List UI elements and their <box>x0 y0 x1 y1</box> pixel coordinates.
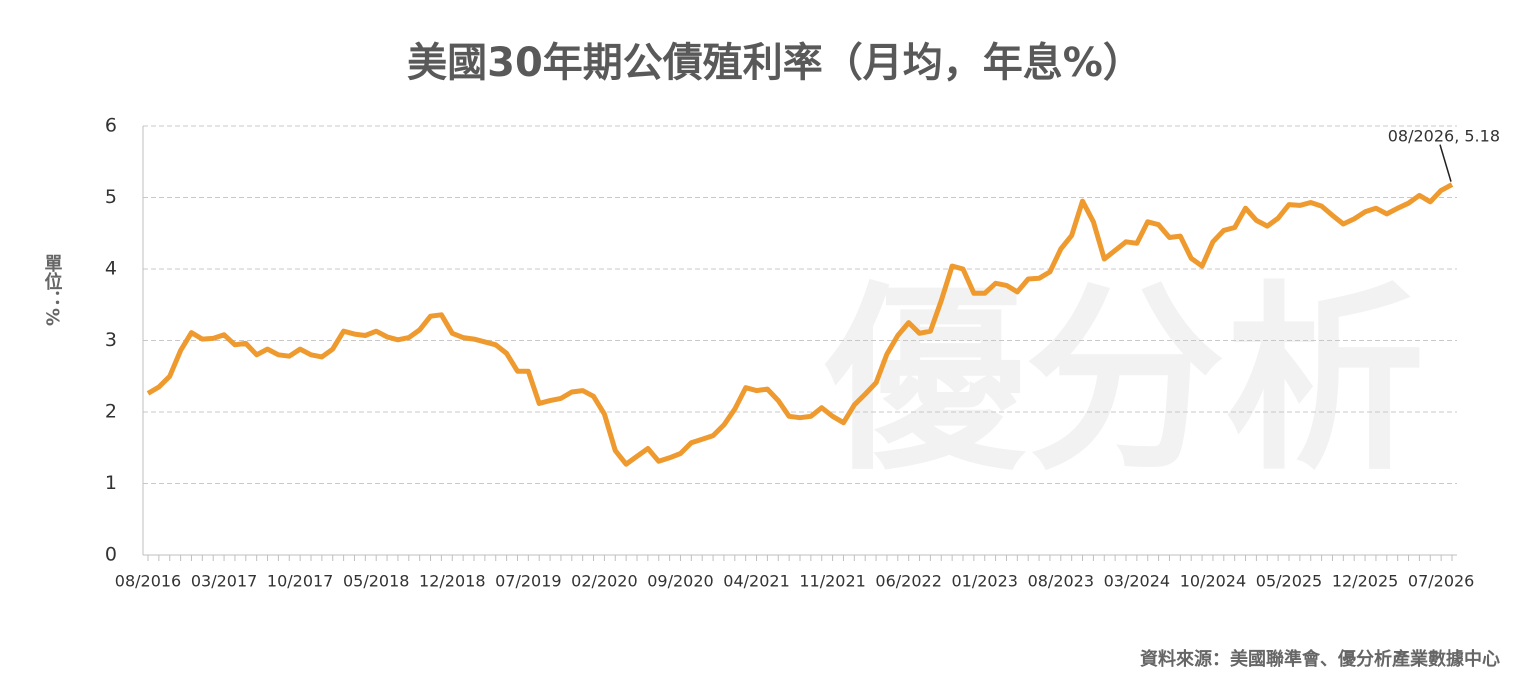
x-tick-label: 01/2023 <box>951 572 1017 591</box>
y-tick-label: 0 <box>105 544 117 566</box>
x-tick-label: 04/2021 <box>723 572 789 591</box>
y-tick-label: 4 <box>105 258 117 280</box>
watermark: 優分析 <box>824 265 1425 498</box>
source: 資料來源：美國聯準會、優分析產業數據中心 <box>1140 648 1500 670</box>
y-tick-label: 6 <box>105 115 117 137</box>
annotation-leader <box>1439 144 1452 182</box>
x-tick-label: 05/2025 <box>1256 572 1322 591</box>
y-tick-label: 1 <box>105 472 117 494</box>
x-tick-label: 12/2018 <box>419 572 485 591</box>
x-tick-label: 12/2025 <box>1332 572 1398 591</box>
y-tick-label: 3 <box>105 329 117 351</box>
x-tick-label: 05/2018 <box>343 572 409 591</box>
x-tick-label: 06/2022 <box>875 572 941 591</box>
y-axis-label: 單位：% <box>42 254 63 326</box>
x-tick-label: 08/2023 <box>1028 572 1094 591</box>
x-tick-label: 07/2019 <box>495 572 561 591</box>
chart-title: 美國30年期公債殖利率（月均，年息%） <box>407 40 1143 86</box>
x-tick-label: 03/2017 <box>191 572 257 591</box>
data-line <box>146 182 1454 467</box>
y-tick-label: 2 <box>105 401 117 423</box>
x-tick-label: 03/2024 <box>1104 572 1170 591</box>
x-tick-label: 09/2020 <box>647 572 713 591</box>
x-tick-label: 11/2021 <box>799 572 865 591</box>
x-tick-label: 10/2017 <box>267 572 333 591</box>
x-tick-label: 10/2024 <box>1180 572 1246 591</box>
x-tick-label: 02/2020 <box>571 572 637 591</box>
x-tick-label: 07/2026 <box>1408 572 1474 591</box>
x-tick-label: 08/2016 <box>115 572 181 591</box>
annotation: 08/2026, 5.18 <box>1388 127 1500 146</box>
y-tick-label: 5 <box>105 186 117 208</box>
